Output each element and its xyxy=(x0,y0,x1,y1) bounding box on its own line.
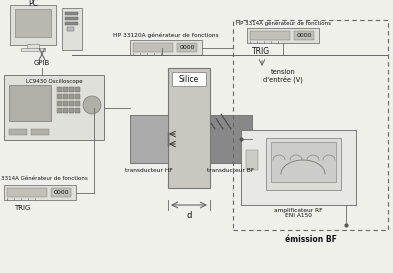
Bar xyxy=(65,22,78,25)
Bar xyxy=(63,87,68,92)
Bar xyxy=(63,94,68,99)
Bar xyxy=(27,44,39,49)
Bar xyxy=(130,40,202,55)
Bar xyxy=(7,188,47,197)
Bar xyxy=(65,17,78,20)
Bar xyxy=(75,108,80,113)
Bar xyxy=(4,185,76,200)
Text: PC: PC xyxy=(28,0,38,7)
Bar xyxy=(75,94,80,99)
Bar xyxy=(250,31,290,40)
Bar xyxy=(67,27,74,31)
Bar xyxy=(57,87,62,92)
Text: transducteur HF: transducteur HF xyxy=(125,168,173,174)
Bar xyxy=(51,188,71,197)
Bar xyxy=(294,31,314,40)
Text: Silice: Silice xyxy=(179,75,199,84)
Circle shape xyxy=(83,96,101,114)
Bar xyxy=(69,94,74,99)
Text: LC9430 Oscilloscope: LC9430 Oscilloscope xyxy=(26,79,82,84)
Bar xyxy=(75,101,80,106)
Bar xyxy=(21,48,45,51)
Text: émission BF: émission BF xyxy=(285,236,336,245)
Text: transducteur BF: transducteur BF xyxy=(208,168,255,174)
Bar xyxy=(57,108,62,113)
Bar xyxy=(4,75,104,140)
Text: HP 3314A Générateur de fonctions: HP 3314A Générateur de fonctions xyxy=(0,177,88,182)
Text: 0000: 0000 xyxy=(296,33,312,38)
Bar xyxy=(246,150,258,170)
Bar xyxy=(69,87,74,92)
Bar xyxy=(9,85,51,121)
Bar xyxy=(57,101,62,106)
Text: 0000: 0000 xyxy=(179,45,195,50)
Bar xyxy=(65,12,78,15)
Bar xyxy=(133,43,173,52)
Bar xyxy=(9,129,27,135)
Bar xyxy=(75,87,80,92)
Bar xyxy=(63,108,68,113)
Bar xyxy=(15,9,51,37)
Bar xyxy=(241,130,356,205)
Bar xyxy=(210,115,252,163)
Bar xyxy=(233,20,388,230)
Text: d: d xyxy=(186,210,192,219)
Bar xyxy=(168,68,210,188)
Bar xyxy=(177,43,197,52)
Text: HP 3314A générateur de fonctions: HP 3314A générateur de fonctions xyxy=(235,20,331,26)
Bar xyxy=(69,101,74,106)
Text: HP 33120A générateur de fonctions: HP 33120A générateur de fonctions xyxy=(113,32,219,38)
Bar xyxy=(57,94,62,99)
Bar xyxy=(247,28,319,43)
Text: TRIG: TRIG xyxy=(252,46,270,55)
Bar xyxy=(266,138,341,190)
Text: amplificateur RF
ENI A150: amplificateur RF ENI A150 xyxy=(274,207,323,218)
Text: GPIB: GPIB xyxy=(34,60,50,66)
Bar xyxy=(130,115,168,163)
Bar xyxy=(10,5,56,45)
Bar xyxy=(271,142,336,182)
Text: TRIG: TRIG xyxy=(14,205,30,211)
Text: 0000: 0000 xyxy=(53,190,69,195)
Bar xyxy=(172,72,206,86)
Bar xyxy=(31,129,49,135)
Bar xyxy=(63,101,68,106)
Text: tension
d'entrée (V): tension d'entrée (V) xyxy=(263,69,303,83)
Bar xyxy=(62,8,82,50)
Bar xyxy=(69,108,74,113)
